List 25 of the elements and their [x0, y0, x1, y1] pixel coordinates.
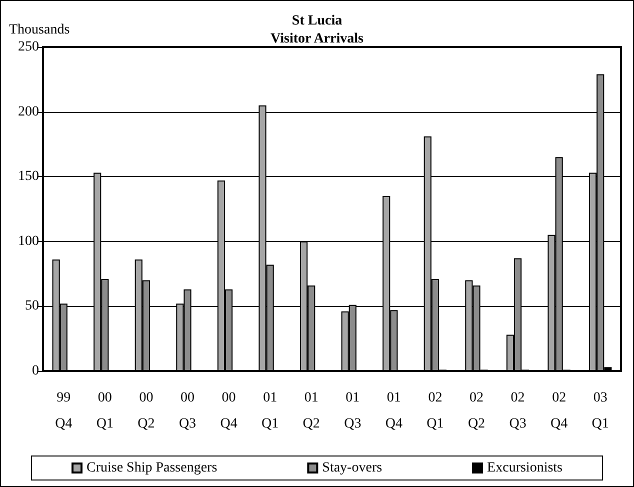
legend-label: Stay-overs	[322, 460, 382, 476]
y-tick-label: 200	[18, 104, 39, 120]
chart-title: St Lucia Visitor Arrivals	[270, 14, 364, 46]
x-tick-label: 00 Q4	[220, 390, 238, 432]
x-tick-label: 03 Q1	[592, 390, 609, 432]
x-tick-label: 00 Q3	[178, 390, 196, 432]
x-tick-label: 02 Q4	[550, 390, 568, 432]
x-tick-label: 00 Q1	[96, 390, 114, 432]
x-tick-label: 02 Q2	[468, 390, 486, 432]
y-axis-title: Thousands	[9, 22, 70, 38]
x-tick-label: 01 Q4	[385, 390, 402, 432]
y-tick-label: 250	[18, 40, 39, 54]
x-tick-label: 02 Q3	[509, 390, 526, 432]
y-tick-label: 100	[18, 234, 39, 249]
x-tick-label: 99 Q4	[55, 390, 72, 432]
x-tick-label: 01 Q2	[302, 390, 320, 432]
y-tick-label: 0	[32, 364, 39, 378]
x-tick-label: 01 Q3	[344, 390, 362, 432]
x-tick-label: 01 Q1	[262, 390, 279, 432]
x-tick-label: 02 Q1	[426, 390, 444, 432]
legend-label: Excursionists	[487, 460, 562, 476]
y-tick-label: 50	[25, 298, 39, 314]
x-tick-label: 00 Q2	[138, 390, 155, 432]
y-tick-label: 150	[18, 169, 39, 184]
legend-label: Cruise Ship Passengers	[86, 460, 218, 476]
